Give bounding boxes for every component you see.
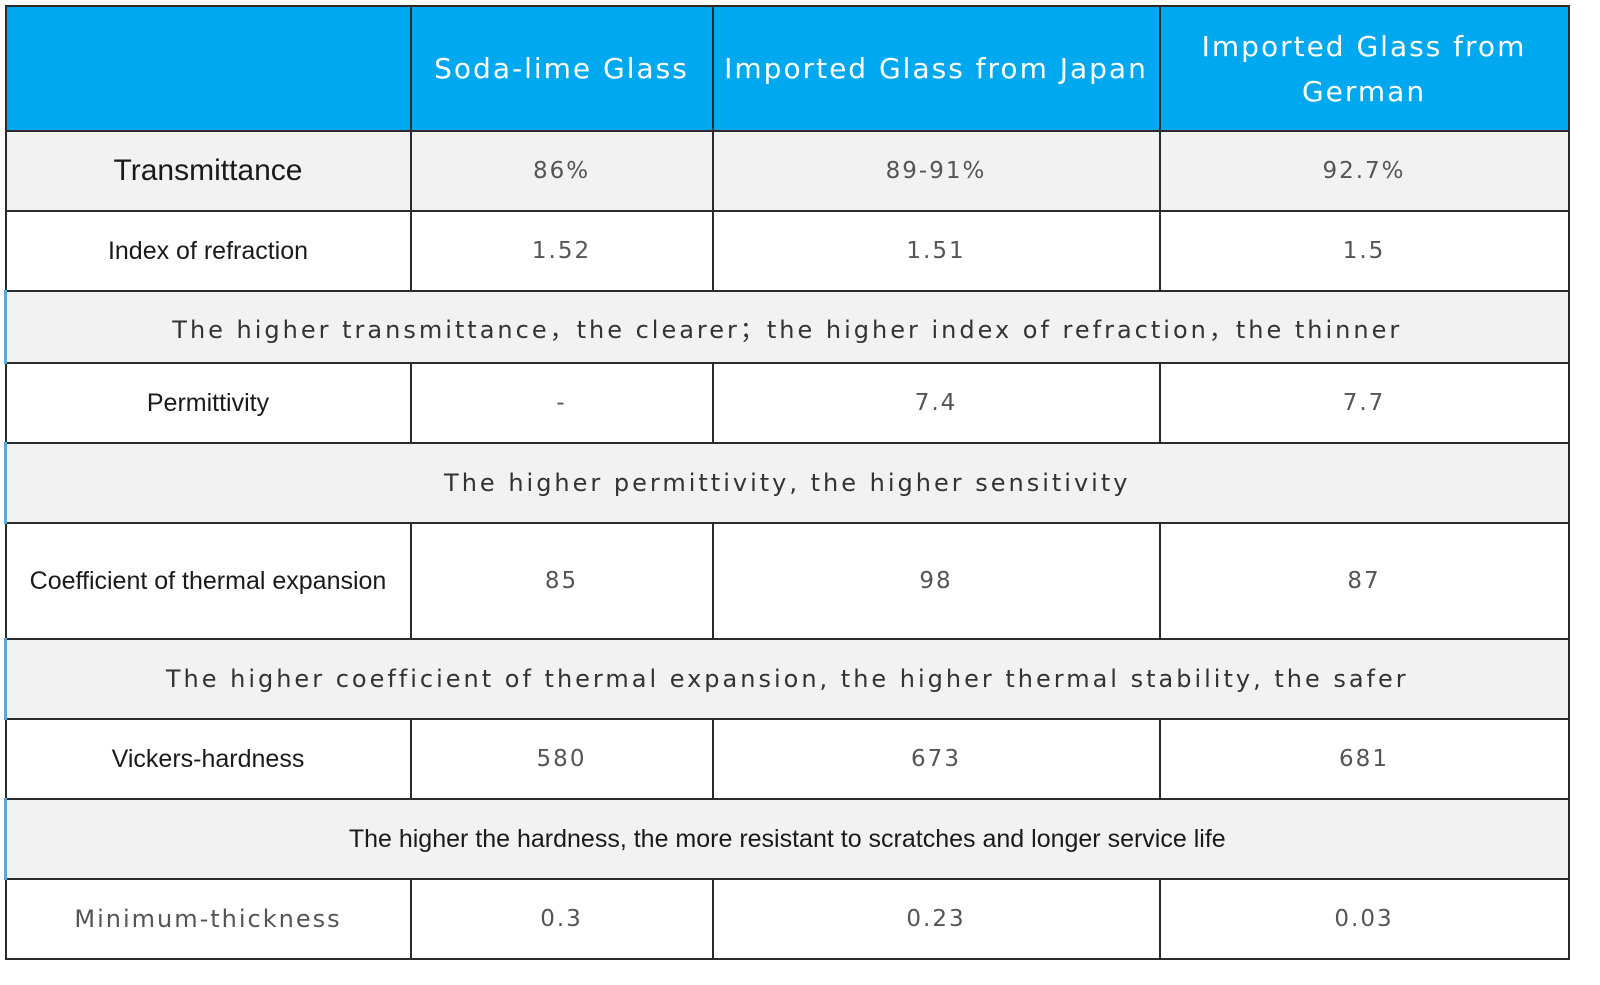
- row-label: Index of refraction: [4, 210, 412, 292]
- cell-value: 89-91%: [711, 130, 1161, 212]
- note-text: The higher transmittance，the clearer；the…: [4, 290, 1570, 364]
- note-row-hardness: The higher the hardness, the more resist…: [4, 798, 1570, 880]
- cell-value: 1.52: [409, 210, 714, 292]
- row-label: Permittivity: [4, 362, 412, 444]
- cell-value: 1.5: [1158, 210, 1570, 292]
- cell-value: 681: [1158, 718, 1570, 800]
- note-text: The higher coefficient of thermal expans…: [4, 638, 1570, 720]
- row-label: Transmittance: [4, 130, 412, 212]
- header-soda-lime: Soda-lime Glass: [409, 5, 714, 132]
- row-label: Coefficient of thermal expansion: [4, 522, 412, 640]
- row-vickers-hardness: Vickers-hardness 580 673 681: [4, 718, 1570, 800]
- cell-value: 0.3: [409, 878, 714, 960]
- cell-value: 86%: [409, 130, 714, 212]
- cell-value: 0.23: [711, 878, 1161, 960]
- row-thermal-expansion: Coefficient of thermal expansion 85 98 8…: [4, 522, 1570, 640]
- row-refraction: Index of refraction 1.52 1.51 1.5: [4, 210, 1570, 292]
- note-row-thermal: The higher coefficient of thermal expans…: [4, 638, 1570, 720]
- cell-value: 92.7%: [1158, 130, 1570, 212]
- cell-value: 85: [409, 522, 714, 640]
- row-minimum-thickness: Minimum-thickness 0.3 0.23 0.03: [4, 878, 1570, 960]
- cell-value: 7.4: [711, 362, 1161, 444]
- note-text: The higher permittivity, the higher sens…: [4, 442, 1570, 524]
- glass-comparison-table: Soda-lime Glass Imported Glass from Japa…: [4, 5, 1570, 960]
- cell-value: 1.51: [711, 210, 1161, 292]
- header-german: Imported Glass from German: [1158, 5, 1570, 132]
- note-text: The higher the hardness, the more resist…: [4, 798, 1570, 880]
- cell-value: -: [409, 362, 714, 444]
- row-permittivity: Permittivity - 7.4 7.7: [4, 362, 1570, 444]
- cell-value: 7.7: [1158, 362, 1570, 444]
- cell-value: 673: [711, 718, 1161, 800]
- header-japan: Imported Glass from Japan: [711, 5, 1161, 132]
- header-corner-cell: [4, 5, 412, 132]
- row-label: Vickers-hardness: [4, 718, 412, 800]
- row-transmittance: Transmittance 86% 89-91% 92.7%: [4, 130, 1570, 212]
- note-row-clarity: The higher transmittance，the clearer；the…: [4, 290, 1570, 364]
- note-row-sensitivity: The higher permittivity, the higher sens…: [4, 442, 1570, 524]
- cell-value: 0.03: [1158, 878, 1570, 960]
- header-row: Soda-lime Glass Imported Glass from Japa…: [4, 5, 1570, 132]
- cell-value: 87: [1158, 522, 1570, 640]
- cell-value: 98: [711, 522, 1161, 640]
- cell-value: 580: [409, 718, 714, 800]
- row-label: Minimum-thickness: [4, 878, 412, 960]
